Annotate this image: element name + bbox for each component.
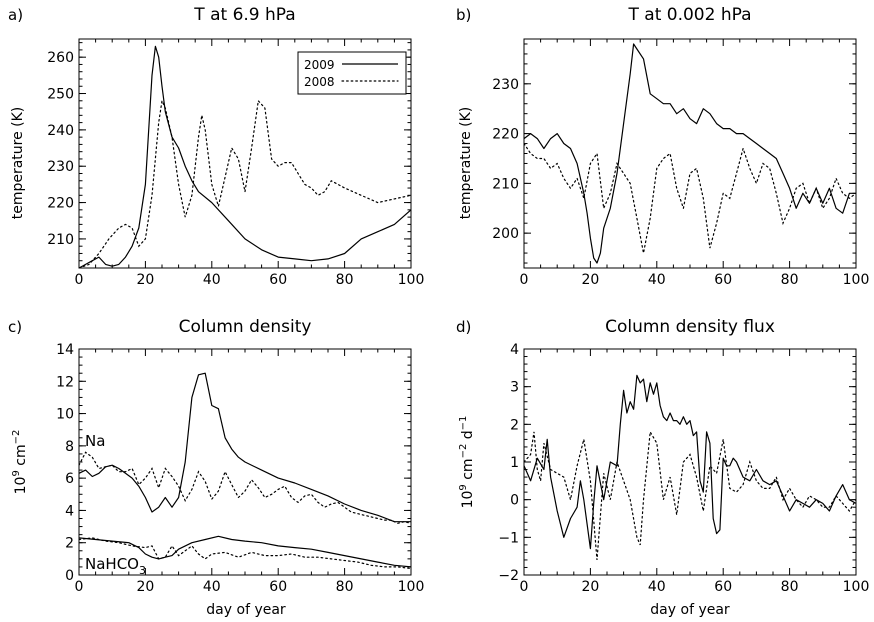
axes-frame	[523, 348, 857, 576]
x-axis-label: day of year	[206, 602, 286, 618]
series-line-nahco3-2008	[79, 537, 411, 570]
x-tick-label: 20	[581, 579, 599, 595]
x-tick-label: 100	[398, 272, 425, 288]
series-line-2009	[79, 45, 411, 268]
y-tick-label: 220	[47, 196, 74, 212]
y-tick-label: 250	[47, 87, 74, 103]
y-tick-label: 230	[47, 159, 74, 175]
plot-area: 0 20 40 60 80 100 0 2 4 6 8 10 12 14	[56, 342, 424, 595]
y-axis-label: temperature (K)	[10, 107, 26, 220]
annotation-nahco3: NaHCO3	[85, 555, 146, 577]
x-tick-label: 0	[75, 272, 84, 288]
plot-area: 0 20 40 60 80 100 210 220 230 240 250 260	[47, 38, 425, 288]
y-tick-label: 6	[65, 471, 74, 487]
y-axis-label: 109 cm−2 d−1	[458, 416, 476, 509]
y-tick-label: 4	[65, 503, 74, 519]
series-line-2009	[524, 43, 856, 264]
annotation-na: Na	[85, 432, 105, 450]
x-tick-label: 60	[269, 272, 287, 288]
x-tick-label: 0	[520, 272, 529, 288]
legend-box	[297, 51, 407, 95]
x-tick-label: 20	[581, 272, 599, 288]
panel-title: Column density	[179, 317, 312, 337]
series-line-na-2008	[79, 451, 411, 524]
x-tick-label: 40	[203, 272, 221, 288]
x-tick-label: 100	[398, 579, 425, 595]
panel-a: a) T at 6.9 hPa temperature (K) 0 20 40 60 8…	[8, 5, 424, 288]
y-tick-label: 200	[492, 226, 519, 242]
x-tick-label: 60	[269, 579, 287, 595]
x-tick-label: 100	[843, 272, 870, 288]
series-line-2008	[79, 98, 411, 268]
series-line-2008	[524, 429, 856, 560]
panel-label: d)	[456, 318, 471, 336]
panel-label: b)	[456, 6, 471, 24]
y-tick-label: 3	[510, 380, 519, 396]
x-tick-label: 20	[136, 272, 154, 288]
y-axis-label: 109 cm−2	[11, 430, 29, 495]
y-tick-label: −2	[498, 568, 519, 584]
y-tick-label: 8	[65, 439, 74, 455]
x-tick-label: 80	[781, 579, 799, 595]
series-line-2008	[524, 142, 856, 254]
y-tick-label: 14	[56, 342, 74, 358]
y-tick-label: 230	[492, 77, 519, 93]
x-tick-label: 60	[714, 579, 732, 595]
y-tick-label: 240	[47, 123, 74, 139]
y-tick-label: 0	[65, 568, 74, 584]
x-tick-label: 80	[781, 272, 799, 288]
series-line-nahco3-2009	[79, 535, 411, 568]
x-tick-label: 40	[648, 272, 666, 288]
plot-area: 0 20 40 60 80 100 200 210 220 230	[492, 38, 870, 288]
y-tick-label: 0	[510, 493, 519, 509]
panel-title: T at 0.002 hPa	[627, 5, 751, 25]
y-tick-label: −1	[498, 530, 519, 546]
x-tick-label: 0	[75, 579, 84, 595]
legend: 2009 2008	[297, 51, 407, 95]
y-tick-label: 220	[492, 127, 519, 143]
y-tick-label: 260	[47, 50, 74, 66]
y-tick-label: 1	[510, 455, 519, 471]
plot-area: 0 20 40 60 80 100 −2 −1 0 1 2 3 4	[498, 342, 869, 595]
y-tick-label: 210	[47, 232, 74, 248]
panel-label: c)	[8, 318, 22, 336]
series-line-na-2009	[79, 372, 411, 523]
y-tick-label: 2	[510, 417, 519, 433]
y-axis-label: temperature (K)	[458, 107, 474, 220]
axes-frame	[523, 38, 857, 269]
y-tick-label: 2	[65, 536, 74, 552]
x-tick-label: 20	[136, 579, 154, 595]
panel-c: c) Column density 109 cm−2 day of year 0…	[8, 317, 424, 618]
x-tick-label: 40	[203, 579, 221, 595]
x-tick-label: 80	[336, 272, 354, 288]
panel-title: T at 6.9 hPa	[193, 5, 295, 25]
x-tick-label: 40	[648, 579, 666, 595]
legend-entry-2008: 2008	[304, 75, 335, 89]
y-tick-label: 10	[56, 407, 74, 423]
panel-label: a)	[8, 6, 23, 24]
x-tick-label: 100	[843, 579, 870, 595]
panel-title: Column density flux	[605, 317, 775, 337]
legend-entry-2009: 2009	[304, 58, 335, 72]
x-tick-label: 0	[520, 579, 529, 595]
x-axis-label: day of year	[650, 602, 730, 618]
y-tick-label: 4	[510, 342, 519, 358]
y-tick-label: 210	[492, 176, 519, 192]
y-tick-label: 12	[56, 374, 74, 390]
series-line-2009	[524, 374, 856, 550]
panel-d: d) Column density flux 109 cm−2 d−1 day …	[456, 317, 869, 618]
panel-b: b) T at 0.002 hPa temperature (K) 0 20 40 6…	[456, 5, 869, 288]
x-tick-label: 60	[714, 272, 732, 288]
x-tick-label: 80	[336, 579, 354, 595]
